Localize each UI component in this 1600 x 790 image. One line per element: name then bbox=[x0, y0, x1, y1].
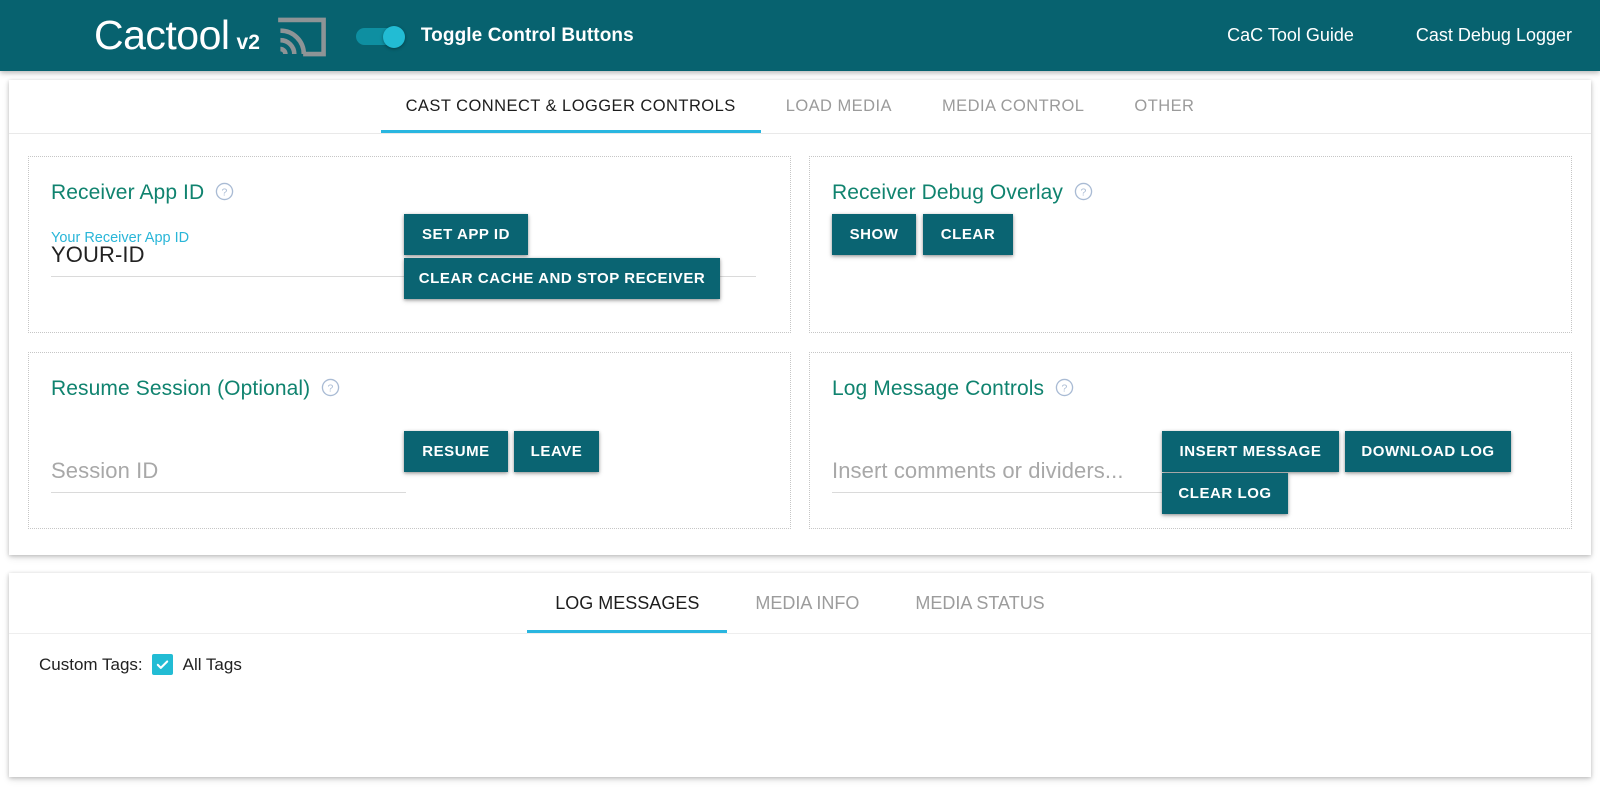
set-app-id-button[interactable]: Set App ID bbox=[404, 214, 528, 255]
card-title-text: Receiver Debug Overlay bbox=[832, 181, 1063, 204]
insert-message-button[interactable]: Insert Message bbox=[1162, 431, 1339, 472]
receiver-app-id-label: Your Receiver App ID bbox=[51, 230, 190, 246]
all-tags-checkbox[interactable] bbox=[151, 654, 173, 675]
field-underline bbox=[832, 492, 1202, 493]
insert-message-placeholder: Insert comments or dividers... bbox=[832, 458, 1124, 483]
resume-session-button[interactable]: Resume bbox=[404, 431, 508, 472]
header-link-cast-debug-logger[interactable]: Cast Debug Logger bbox=[1415, 25, 1572, 45]
clear-log-button[interactable]: Clear Log bbox=[1162, 473, 1288, 514]
toggle-control-buttons-label: Toggle Control Buttons bbox=[420, 24, 634, 46]
log-panel: LOG MESSAGES MEDIA INFO MEDIA STATUS Cus… bbox=[9, 573, 1591, 777]
card-body-receiver-app-id: Your Receiver App ID YOUR-ID bbox=[51, 230, 768, 277]
main-tab-bar: Cast Connect & Logger Controls Load Medi… bbox=[9, 80, 1591, 134]
card-resume-session: Resume Session (Optional) ? Session ID R… bbox=[28, 352, 791, 529]
brand-logo: Cactool v2 bbox=[94, 15, 260, 56]
toggle-control-buttons-switch[interactable] bbox=[355, 25, 405, 48]
session-id-placeholder: Session ID bbox=[51, 458, 159, 483]
card-title-receiver-app-id: Receiver App ID ? bbox=[51, 181, 768, 205]
cards-grid: Receiver App ID ? Your Receiver App ID Y… bbox=[9, 134, 1591, 529]
brand-version: v2 bbox=[236, 31, 260, 54]
insert-message-field[interactable]: Insert comments or dividers... bbox=[832, 447, 1202, 493]
field-underline bbox=[51, 276, 756, 277]
card-title-text: Resume Session (Optional) bbox=[51, 377, 311, 400]
card-title-text: Receiver App ID bbox=[51, 181, 205, 204]
custom-tags-label: Custom Tags: bbox=[39, 654, 143, 674]
card-title-receiver-debug-overlay: Receiver Debug Overlay ? bbox=[832, 181, 1549, 205]
header-link-cac-tool-guide[interactable]: CaC Tool Guide bbox=[1227, 25, 1354, 45]
log-tab-bar: LOG MESSAGES MEDIA INFO MEDIA STATUS bbox=[9, 573, 1591, 634]
help-circle-icon[interactable]: ? bbox=[1055, 378, 1074, 397]
clear-cache-and-stop-receiver-button[interactable]: Clear Cache and Stop Receiver bbox=[404, 258, 720, 299]
leave-session-button[interactable]: Leave bbox=[514, 431, 599, 472]
help-circle-icon[interactable]: ? bbox=[1074, 182, 1093, 201]
card-log-message-controls: Log Message Controls ? Insert comments o… bbox=[809, 352, 1572, 529]
tab-other[interactable]: Other bbox=[1109, 80, 1219, 133]
svg-text:?: ? bbox=[222, 187, 228, 198]
brand-name: Cactool bbox=[94, 12, 230, 58]
show-debug-overlay-button[interactable]: Show bbox=[832, 214, 916, 255]
help-circle-icon[interactable]: ? bbox=[321, 378, 340, 397]
tab-media-control[interactable]: Media Control bbox=[917, 80, 1109, 133]
clear-debug-overlay-button[interactable]: Clear bbox=[923, 214, 1013, 255]
custom-tags-row: Custom Tags: All Tags bbox=[9, 634, 1591, 675]
card-title-resume-session: Resume Session (Optional) ? bbox=[51, 377, 768, 401]
card-title-text: Log Message Controls bbox=[832, 377, 1045, 400]
toggle-knob bbox=[382, 25, 405, 48]
main-panel: Cast Connect & Logger Controls Load Medi… bbox=[9, 80, 1591, 555]
tab-cast-connect-logger-controls[interactable]: Cast Connect & Logger Controls bbox=[380, 80, 761, 133]
card-body-log-message-controls: Insert comments or dividers... bbox=[832, 447, 1549, 493]
field-underline bbox=[51, 492, 406, 493]
cast-icon bbox=[274, 12, 330, 62]
log-tab-media-status[interactable]: MEDIA STATUS bbox=[887, 573, 1072, 633]
log-messages-output bbox=[9, 675, 1591, 765]
receiver-app-id-field[interactable]: Your Receiver App ID YOUR-ID bbox=[51, 230, 756, 277]
svg-text:?: ? bbox=[328, 383, 334, 394]
session-id-field[interactable]: Session ID bbox=[51, 447, 406, 493]
app-header: Cactool v2 Toggle Control Buttons CaC To… bbox=[0, 0, 1600, 71]
download-log-button[interactable]: Download Log bbox=[1345, 431, 1511, 472]
svg-text:?: ? bbox=[1081, 187, 1087, 198]
card-title-log-message-controls: Log Message Controls ? bbox=[832, 377, 1549, 401]
all-tags-label: All Tags bbox=[182, 654, 242, 674]
log-tab-media-info[interactable]: MEDIA INFO bbox=[727, 573, 887, 633]
log-tab-log-messages[interactable]: LOG MESSAGES bbox=[527, 573, 728, 633]
card-receiver-debug-overlay: Receiver Debug Overlay ? Show Clear bbox=[809, 156, 1572, 333]
card-receiver-app-id: Receiver App ID ? Your Receiver App ID Y… bbox=[28, 156, 791, 333]
receiver-app-id-value: YOUR-ID bbox=[51, 242, 145, 267]
svg-text:?: ? bbox=[1062, 383, 1068, 394]
help-circle-icon[interactable]: ? bbox=[215, 182, 234, 201]
control-buttons-toggle-group: Toggle Control Buttons bbox=[355, 24, 634, 48]
card-body-resume-session: Session ID bbox=[51, 447, 768, 493]
tab-load-media[interactable]: Load Media bbox=[761, 80, 917, 133]
